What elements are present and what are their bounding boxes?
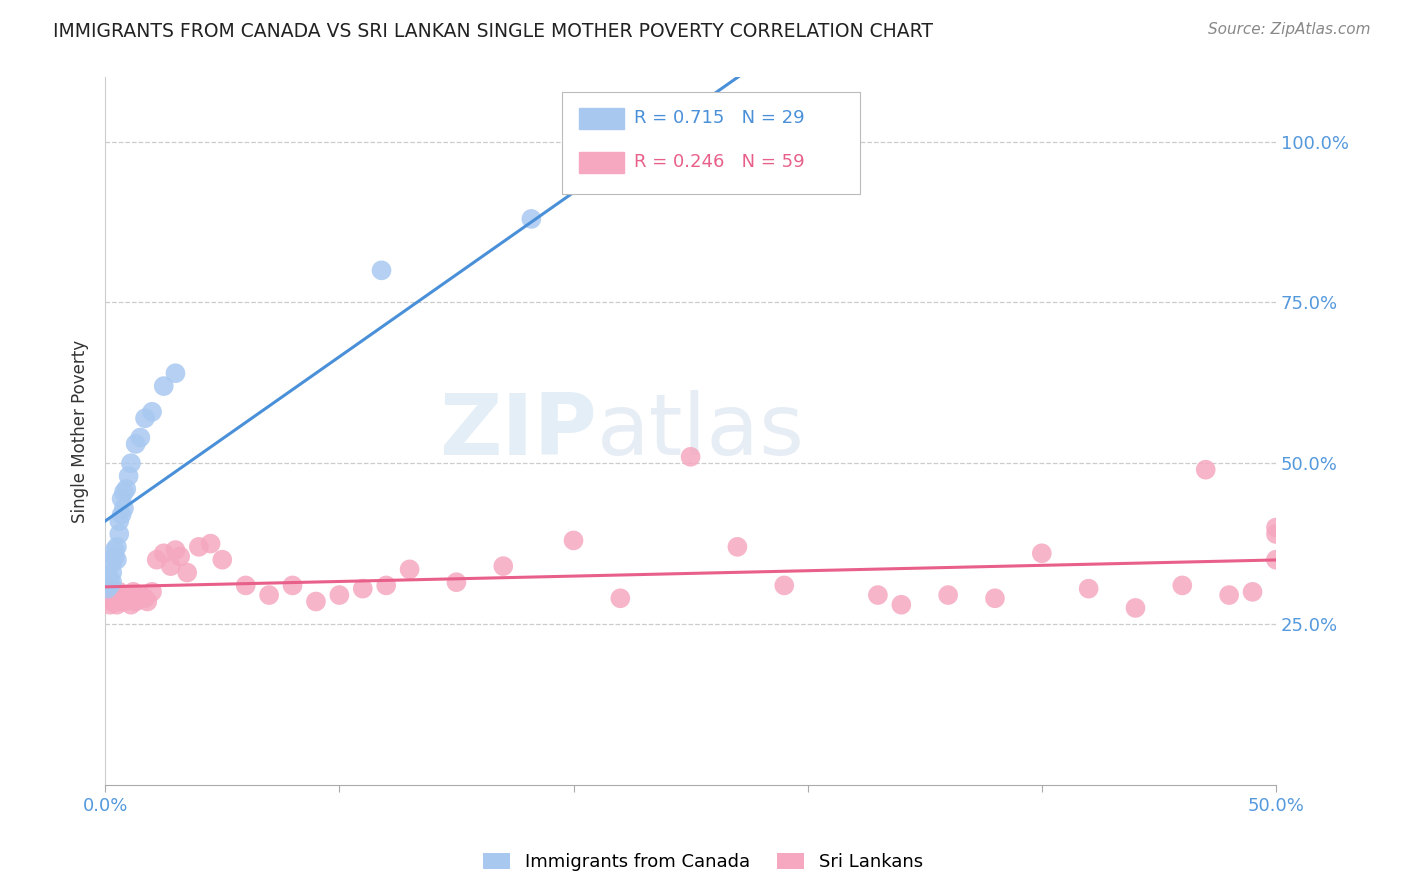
Point [281, 578, 304, 592]
Point [108, 594, 131, 608]
Point [101, 585, 124, 599]
Point [936, 588, 959, 602]
Point [398, 562, 420, 576]
Point [352, 582, 374, 596]
Point [103, 588, 125, 602]
Point [145, 552, 167, 566]
Point [101, 566, 124, 580]
Point [492, 559, 515, 574]
Point [375, 578, 398, 592]
Point [124, 437, 146, 451]
Point [211, 552, 233, 566]
Point [108, 585, 131, 599]
Point [117, 469, 139, 483]
Point [1077, 582, 1099, 596]
Point [110, 491, 132, 506]
Legend: Immigrants from Canada, Sri Lankans: Immigrants from Canada, Sri Lankans [477, 846, 929, 879]
Point [108, 527, 131, 541]
Text: R = 0.246   N = 59: R = 0.246 N = 59 [634, 153, 806, 171]
Point [110, 588, 132, 602]
Point [1125, 601, 1147, 615]
Point [108, 514, 131, 528]
Bar [579, 152, 624, 173]
Point [773, 578, 796, 592]
Point [1265, 552, 1288, 566]
Point [115, 591, 138, 606]
Point [890, 598, 912, 612]
Point [101, 575, 124, 590]
Point [1265, 527, 1288, 541]
Point [136, 594, 159, 608]
Point [235, 578, 257, 592]
Point [124, 594, 146, 608]
Point [675, 141, 697, 155]
Point [98, 582, 121, 596]
Point [866, 588, 889, 602]
Point [98, 578, 121, 592]
Point [129, 431, 152, 445]
Point [152, 546, 174, 560]
Point [200, 536, 222, 550]
Point [165, 366, 187, 380]
Point [169, 549, 191, 564]
Point [679, 450, 702, 464]
Point [96, 591, 118, 606]
Point [141, 585, 163, 599]
Point [96, 582, 118, 596]
Point [187, 540, 209, 554]
Point [141, 405, 163, 419]
Point [105, 540, 128, 554]
Text: R = 0.715   N = 29: R = 0.715 N = 29 [634, 110, 806, 128]
Point [101, 594, 124, 608]
Point [112, 594, 135, 608]
Point [562, 533, 585, 548]
Point [103, 549, 125, 564]
Point [1171, 578, 1194, 592]
Point [129, 588, 152, 602]
Point [112, 501, 135, 516]
Point [101, 556, 124, 570]
Point [609, 591, 631, 606]
Point [110, 508, 132, 522]
Point [105, 552, 128, 566]
Point [122, 585, 145, 599]
Point [446, 575, 468, 590]
Text: Source: ZipAtlas.com: Source: ZipAtlas.com [1208, 22, 1371, 37]
Point [159, 559, 181, 574]
Point [1241, 585, 1264, 599]
Point [120, 598, 142, 612]
Point [105, 591, 128, 606]
Text: ZIP: ZIP [439, 390, 598, 473]
Point [520, 211, 543, 226]
Point [98, 572, 121, 586]
Point [1031, 546, 1053, 560]
Point [370, 263, 392, 277]
Point [98, 598, 121, 612]
Y-axis label: Single Mother Poverty: Single Mother Poverty [72, 340, 89, 523]
Point [120, 456, 142, 470]
Point [134, 411, 156, 425]
Point [165, 543, 187, 558]
Point [1265, 520, 1288, 534]
Point [105, 598, 128, 612]
Point [152, 379, 174, 393]
Text: IMMIGRANTS FROM CANADA VS SRI LANKAN SINGLE MOTHER POVERTY CORRELATION CHART: IMMIGRANTS FROM CANADA VS SRI LANKAN SIN… [53, 22, 934, 41]
Text: atlas: atlas [598, 390, 804, 473]
FancyBboxPatch shape [562, 92, 860, 194]
Point [103, 543, 125, 558]
Bar [579, 108, 624, 129]
Point [176, 566, 198, 580]
Point [671, 141, 693, 155]
Point [134, 591, 156, 606]
Point [1218, 588, 1240, 602]
Point [725, 540, 748, 554]
Point [1195, 463, 1218, 477]
Point [328, 588, 350, 602]
Point [112, 485, 135, 500]
Point [257, 588, 280, 602]
Point [117, 588, 139, 602]
Point [984, 591, 1007, 606]
Point [305, 594, 328, 608]
Point [115, 482, 138, 496]
